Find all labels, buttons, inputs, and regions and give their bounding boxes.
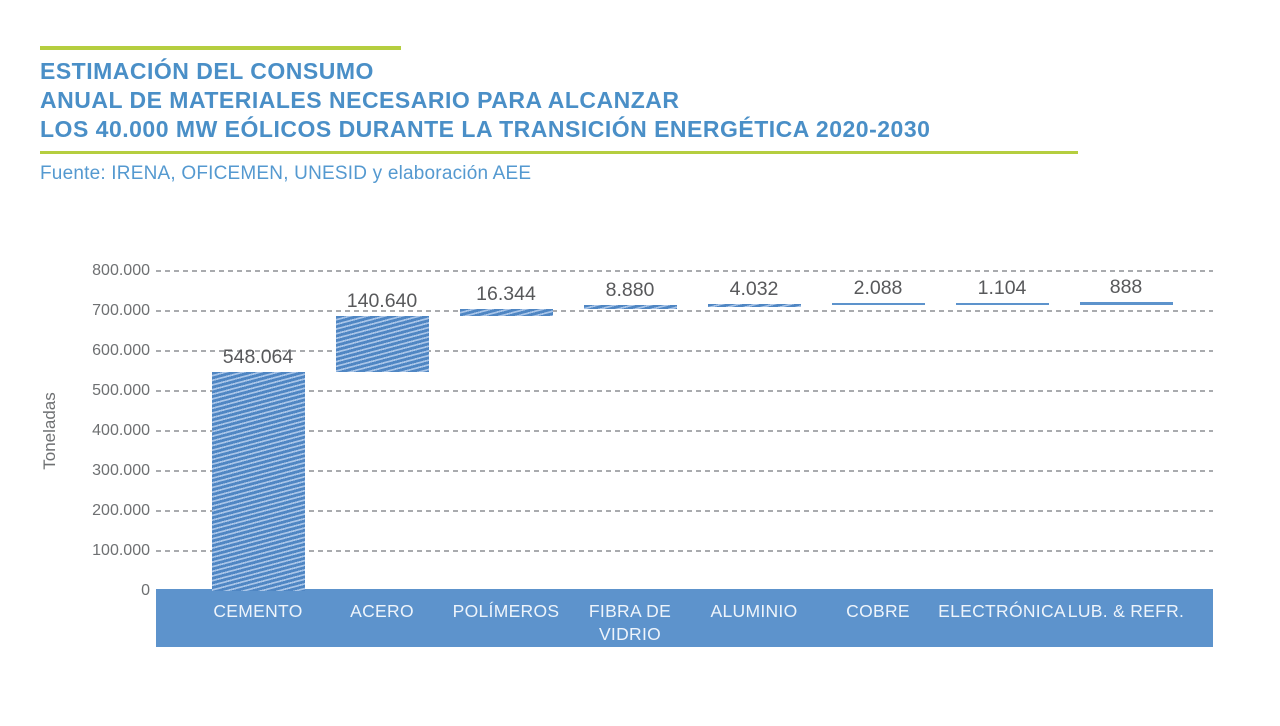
bar-value-label: 2.088: [853, 276, 903, 299]
y-axis-tick-label: 300.000: [92, 462, 150, 479]
y-axis-tick-label: 100.000: [92, 542, 150, 559]
title-accent-rule-top: [40, 46, 401, 50]
bar-value-label: 8.880: [605, 279, 655, 302]
bar-acero: [335, 315, 429, 372]
category-label-cobre: COBRE: [846, 601, 910, 621]
gridline: [156, 510, 1213, 512]
bar-value-label: 4.032: [729, 277, 779, 300]
bar-value-label: 1.104: [977, 276, 1027, 299]
y-axis-tick-label: 800.000: [92, 262, 150, 279]
category-label-aluminio: ALUMINIO: [710, 601, 798, 621]
bar-value-label: 548.064: [222, 345, 294, 368]
bar-polimeros: [459, 308, 553, 316]
bar-value-label: 888: [1109, 276, 1143, 299]
category-label-fibra-de-vidrio: FIBRA DE VIDRIO: [588, 601, 672, 644]
source-caption: Fuente: IRENA, OFICEMEN, UNESID y elabor…: [40, 163, 532, 184]
y-axis-tick-label: 700.000: [92, 302, 150, 319]
y-axis-tick-label: 200.000: [92, 502, 150, 519]
gridline: [156, 430, 1213, 432]
page-title-line-2: ANUAL DE MATERIALES NECESARIO PARA ALCAN…: [40, 87, 680, 113]
bar-cobre: [831, 302, 925, 306]
bar-aluminio: [707, 303, 801, 308]
y-axis-tick-label: 0: [141, 582, 150, 599]
gridline: [156, 270, 1213, 272]
gridline: [156, 470, 1213, 472]
gridline: [156, 390, 1213, 392]
page-title: ESTIMACIÓN DEL CONSUMO ANUAL DE MATERIAL…: [40, 57, 930, 144]
title-accent-rule-bottom: [40, 151, 1078, 154]
gridline: [156, 350, 1213, 352]
gridline: [156, 310, 1213, 312]
gridline: [156, 550, 1213, 552]
bar-cemento: [211, 371, 305, 591]
page-title-line-1: ESTIMACIÓN DEL CONSUMO: [40, 58, 374, 84]
y-axis-tick-label: 500.000: [92, 382, 150, 399]
category-label-electronica: ELECTRÓNICA: [938, 601, 1066, 621]
bar-electronica: [955, 302, 1049, 305]
bar-lub-refr: [1079, 302, 1173, 305]
y-axis-tick-label: 400.000: [92, 422, 150, 439]
page-title-line-3: LOS 40.000 MW EÓLICOS DURANTE LA TRANSIC…: [40, 116, 931, 142]
y-axis-tick-label: 600.000: [92, 342, 150, 359]
category-label-acero: ACERO: [350, 601, 414, 621]
category-label-cemento: CEMENTO: [213, 601, 303, 621]
bar-value-label: 140.640: [346, 289, 418, 312]
bar-fibra-de-vidrio: [583, 305, 677, 310]
category-label-polimeros: POLÍMEROS: [452, 601, 560, 621]
x-axis-band: [156, 589, 1213, 647]
category-label-lub-refr: LUB. & REFR.: [1067, 601, 1185, 621]
bar-value-label: 16.344: [476, 282, 536, 305]
